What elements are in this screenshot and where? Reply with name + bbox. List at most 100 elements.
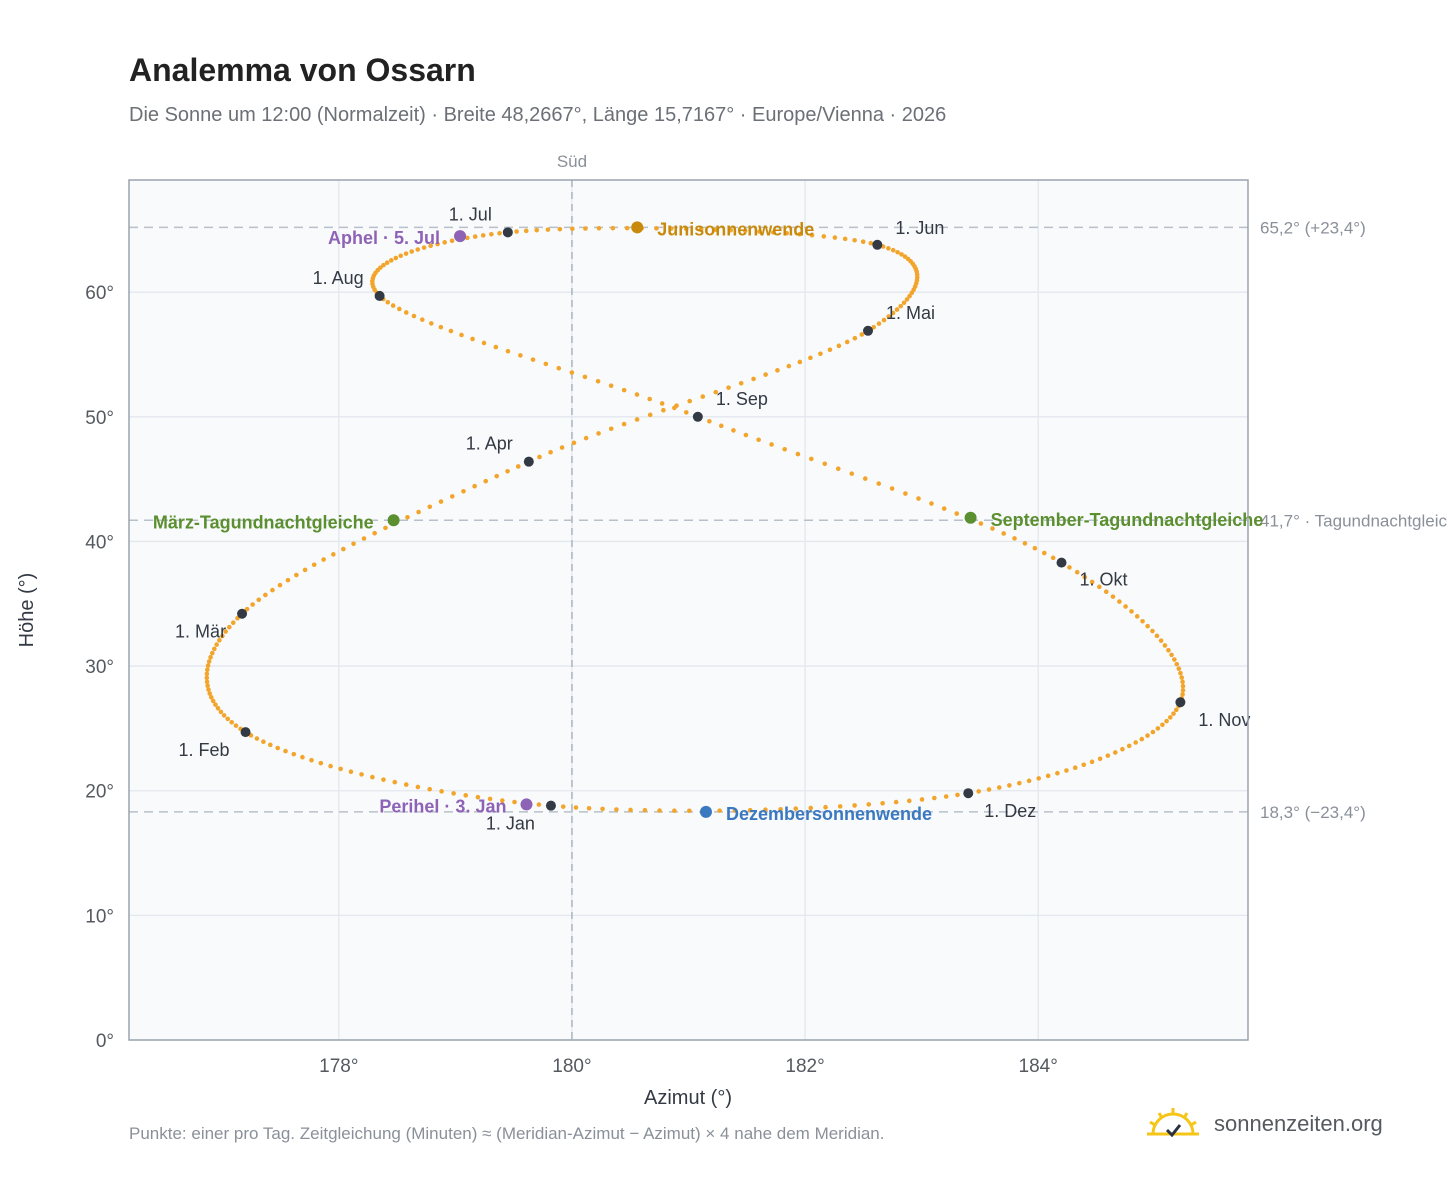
day-point — [837, 804, 843, 809]
day-point — [1012, 536, 1017, 541]
day-point — [647, 412, 653, 418]
day-point — [898, 303, 904, 309]
day-point — [505, 348, 511, 354]
day-point — [880, 801, 885, 806]
brand-logo[interactable]: sonnenzeiten.org — [1146, 1104, 1383, 1144]
x-tick-label: 178° — [319, 1056, 358, 1077]
day-point — [1180, 683, 1186, 689]
reference-label: 65,2° (+23,4°) — [1260, 218, 1366, 237]
y-tick-label: 20° — [85, 782, 114, 803]
day-point — [233, 723, 239, 728]
day-point — [439, 789, 444, 794]
x-axis-label: Azimut (°) — [644, 1087, 732, 1109]
day-point — [512, 799, 517, 805]
footnote: Punkte: einer pro Tag. Zeitgleichung (Mi… — [129, 1124, 885, 1143]
day-point — [300, 754, 305, 760]
day-point — [560, 804, 566, 809]
day-point — [862, 476, 868, 481]
day-point — [822, 461, 828, 467]
day-point — [929, 501, 934, 506]
month-label: 1. Sep — [716, 389, 768, 409]
day-point — [1162, 643, 1168, 648]
day-point — [954, 511, 960, 516]
month-label: 1. Jul — [449, 204, 492, 224]
day-point — [390, 303, 396, 308]
day-point — [890, 247, 896, 253]
day-point — [381, 777, 386, 782]
day-point — [331, 552, 336, 557]
day-point — [903, 491, 908, 496]
day-point — [990, 526, 995, 531]
day-point — [536, 802, 542, 807]
day-point — [742, 228, 748, 234]
brand-name: sonnenzeiten.org — [1214, 1111, 1383, 1136]
day-point — [583, 226, 588, 231]
day-point — [661, 407, 666, 413]
day-point — [1089, 579, 1095, 585]
day-point — [687, 808, 692, 814]
day-point — [214, 642, 219, 647]
day-point — [270, 587, 275, 593]
day-point — [586, 805, 592, 811]
day-point — [683, 410, 689, 415]
day-point — [206, 687, 211, 692]
day-point — [383, 525, 388, 531]
day-point — [842, 236, 848, 242]
day-point — [728, 227, 734, 233]
day-point — [392, 779, 398, 785]
day-point — [381, 262, 386, 268]
day-point — [1179, 675, 1185, 680]
day-point — [302, 567, 308, 573]
day-point — [614, 807, 619, 812]
y-tick-label: 50° — [85, 408, 114, 429]
day-point — [318, 760, 324, 766]
special-points: Junisonnenwende Dezembersonnenwende März-T… — [153, 219, 1263, 824]
day-point — [1001, 531, 1007, 536]
day-point — [480, 233, 486, 238]
plot-frame — [128, 179, 1249, 1041]
day-point — [411, 313, 417, 319]
day-point — [713, 389, 719, 395]
month-marker — [545, 800, 556, 811]
day-point — [493, 344, 499, 350]
day-point — [1167, 715, 1173, 720]
day-point — [1150, 729, 1156, 735]
day-point — [405, 515, 410, 520]
day-point — [941, 506, 947, 511]
day-point — [852, 237, 857, 243]
day-point — [470, 336, 475, 342]
chart-title: Analemma von Ossarn — [129, 52, 476, 88]
day-point — [277, 582, 283, 588]
day-point — [321, 557, 326, 562]
day-point — [421, 245, 427, 250]
day-point — [403, 782, 409, 787]
day-point — [669, 226, 674, 231]
month-marker — [863, 325, 874, 336]
day-point — [451, 791, 456, 796]
special-point-label: Junisonnenwende — [657, 219, 814, 239]
day-point — [338, 766, 343, 772]
day-point — [204, 675, 210, 681]
day-point — [1050, 555, 1056, 561]
day-point — [403, 251, 409, 256]
month-label: 1. Feb — [179, 740, 230, 760]
day-point — [428, 243, 433, 249]
x-tick-label: 182° — [785, 1056, 824, 1077]
day-point — [208, 694, 214, 700]
day-point — [1045, 773, 1051, 779]
day-point — [751, 376, 756, 382]
day-point — [1026, 778, 1032, 784]
day-point — [227, 624, 232, 630]
day-point — [1067, 565, 1072, 570]
day-point — [514, 229, 519, 234]
day-point — [530, 357, 536, 362]
y-tick-label: 40° — [85, 532, 114, 553]
day-point — [809, 232, 815, 238]
day-point — [986, 787, 992, 792]
day-point — [1180, 692, 1185, 697]
day-point — [328, 763, 333, 769]
day-point — [1178, 670, 1183, 676]
day-point — [672, 808, 677, 814]
day-point — [461, 488, 466, 494]
day-point — [465, 235, 470, 241]
